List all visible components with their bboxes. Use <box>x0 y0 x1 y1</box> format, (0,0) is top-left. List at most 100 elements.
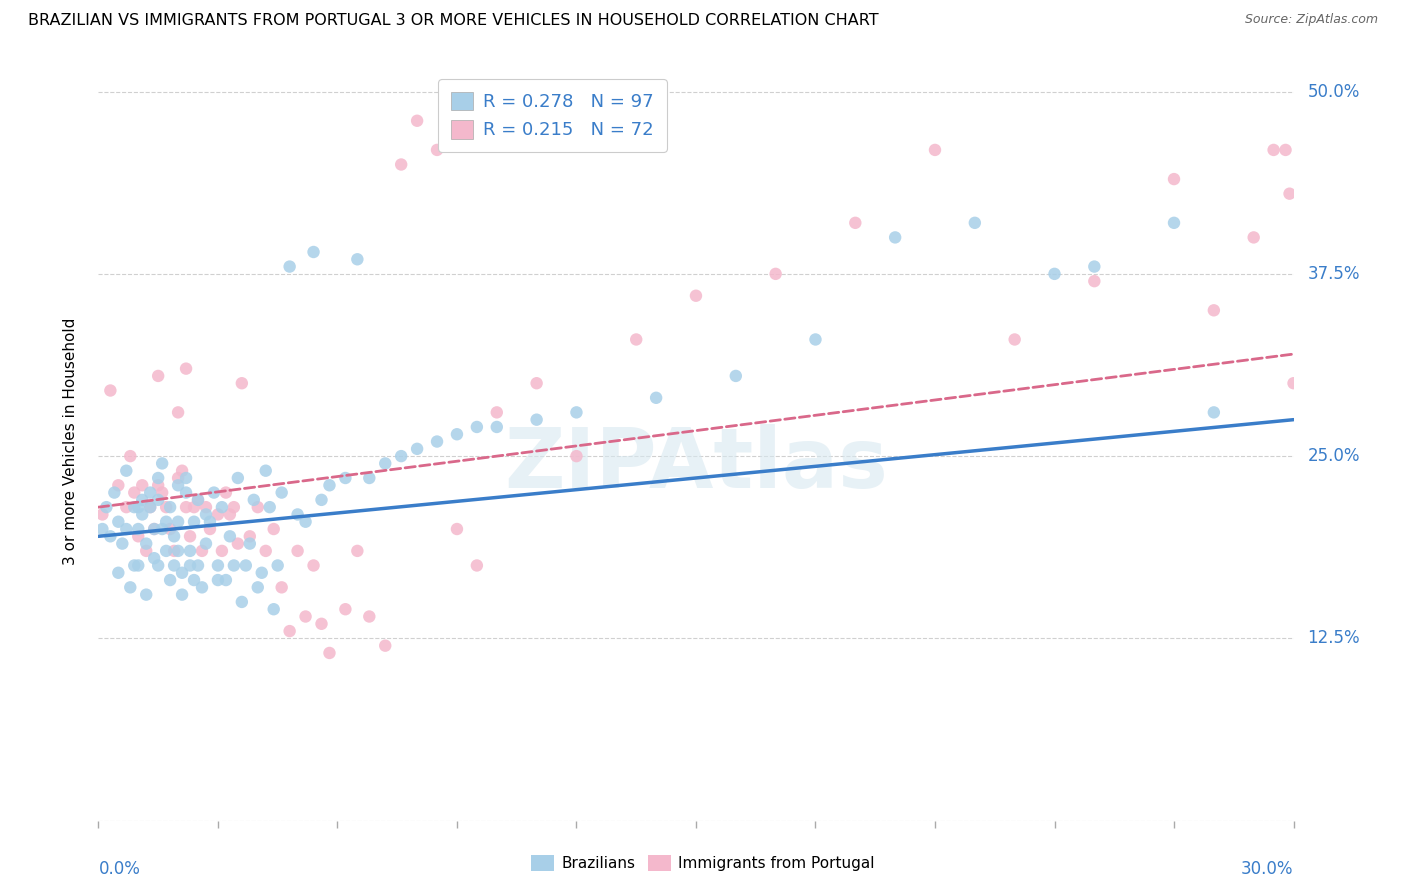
Point <box>103 485 125 500</box>
Point <box>626 333 648 347</box>
Point <box>127 529 149 543</box>
Point <box>115 500 138 515</box>
Point <box>172 566 194 580</box>
Point <box>1243 230 1265 244</box>
Point <box>163 529 186 543</box>
Point <box>219 529 242 543</box>
Point <box>191 580 214 594</box>
Point <box>1282 376 1305 391</box>
Point <box>359 471 381 485</box>
Point <box>565 405 588 419</box>
Point <box>254 544 277 558</box>
Point <box>231 595 253 609</box>
Point <box>187 492 209 507</box>
Point <box>179 544 201 558</box>
Point <box>167 515 190 529</box>
Point <box>127 522 149 536</box>
Point <box>207 558 229 573</box>
Point <box>219 508 242 522</box>
Point <box>143 522 166 536</box>
Point <box>465 558 488 573</box>
Point <box>148 492 170 507</box>
Point <box>174 485 197 500</box>
Point <box>263 602 285 616</box>
Point <box>374 457 396 471</box>
Point <box>804 333 827 347</box>
Point <box>120 449 142 463</box>
Point <box>724 368 747 383</box>
Point <box>211 544 233 558</box>
Point <box>127 558 149 573</box>
Point <box>98 384 122 398</box>
Point <box>98 529 122 543</box>
Point <box>311 616 333 631</box>
Point <box>335 602 357 616</box>
Point <box>135 544 157 558</box>
Point <box>884 230 907 244</box>
Point <box>148 478 170 492</box>
Text: 0.0%: 0.0% <box>98 860 141 878</box>
Point <box>389 449 412 463</box>
Point <box>278 260 301 274</box>
Point <box>107 478 129 492</box>
Point <box>207 573 229 587</box>
Point <box>159 500 181 515</box>
Point <box>246 500 269 515</box>
Point <box>243 492 266 507</box>
Point <box>645 391 668 405</box>
Point <box>963 216 986 230</box>
Point <box>278 624 301 639</box>
Point <box>120 580 142 594</box>
Point <box>211 500 233 515</box>
Point <box>267 558 290 573</box>
Point <box>195 500 218 515</box>
Point <box>167 478 190 492</box>
Point <box>335 471 357 485</box>
Point <box>135 536 157 550</box>
Point <box>844 216 866 230</box>
Point <box>374 639 396 653</box>
Point <box>139 500 162 515</box>
Point <box>148 471 170 485</box>
Point <box>96 500 118 515</box>
Text: 25.0%: 25.0% <box>1308 447 1360 465</box>
Point <box>287 508 309 522</box>
Point <box>226 536 249 550</box>
Point <box>174 500 197 515</box>
Point <box>207 508 229 522</box>
Point <box>163 558 186 573</box>
Point <box>107 515 129 529</box>
Point <box>1263 143 1285 157</box>
Point <box>155 500 177 515</box>
Point <box>91 508 114 522</box>
Point <box>389 157 412 171</box>
Point <box>1163 216 1185 230</box>
Point <box>183 515 205 529</box>
Point <box>111 536 134 550</box>
Point <box>485 405 508 419</box>
Point <box>426 434 449 449</box>
Point <box>124 485 146 500</box>
Point <box>163 544 186 558</box>
Point <box>406 442 429 456</box>
Point <box>195 508 218 522</box>
Point <box>259 500 281 515</box>
Point <box>1202 303 1225 318</box>
Point <box>1202 405 1225 419</box>
Point <box>311 492 333 507</box>
Point <box>246 580 269 594</box>
Point <box>526 412 548 426</box>
Point <box>302 244 325 259</box>
Point <box>179 529 201 543</box>
Point <box>765 267 787 281</box>
Point <box>485 420 508 434</box>
Point <box>1278 186 1301 201</box>
Text: 12.5%: 12.5% <box>1308 630 1360 648</box>
Point <box>359 609 381 624</box>
Point <box>222 558 245 573</box>
Point <box>124 558 146 573</box>
Point <box>187 492 209 507</box>
Point <box>202 485 225 500</box>
Point <box>924 143 946 157</box>
Point <box>302 558 325 573</box>
